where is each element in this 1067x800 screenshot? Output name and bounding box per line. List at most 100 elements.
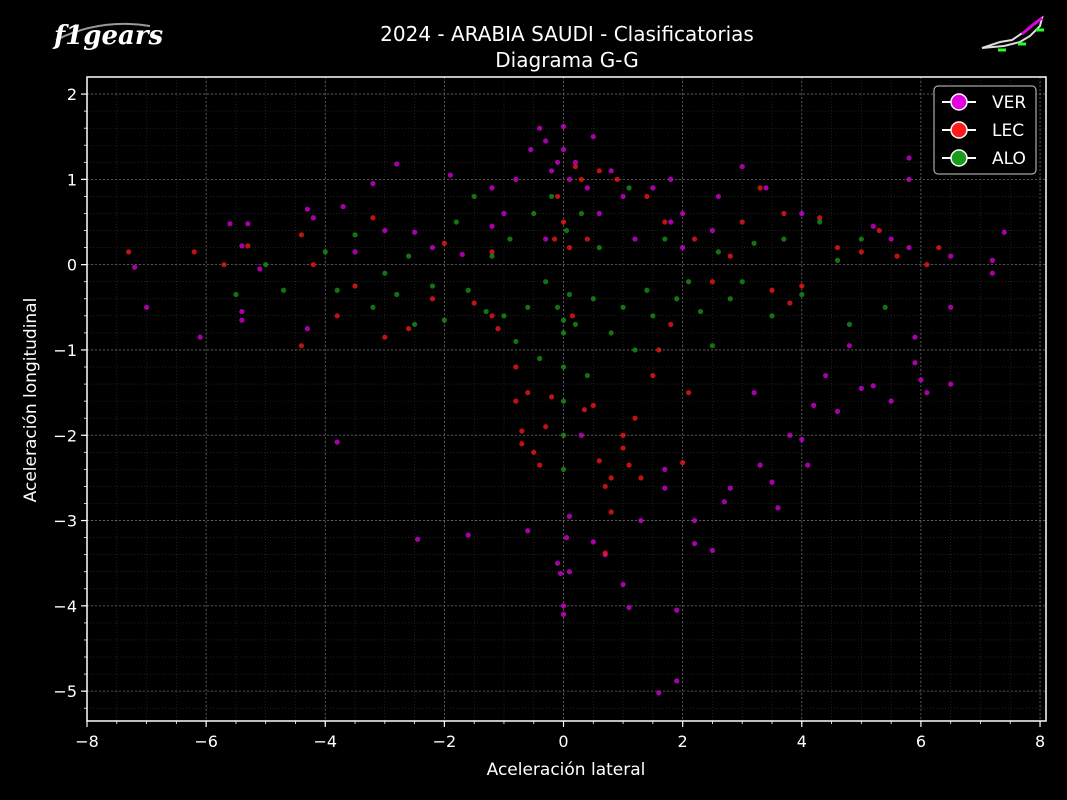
data-point <box>132 264 138 270</box>
data-point <box>560 432 567 438</box>
x-tick-label: 2 <box>678 732 688 751</box>
data-point <box>787 432 793 438</box>
data-point <box>834 408 841 414</box>
data-point <box>674 678 680 684</box>
data-point <box>221 262 227 268</box>
data-point <box>882 304 888 310</box>
data-point <box>298 343 305 349</box>
data-point <box>668 176 674 182</box>
data-point <box>727 253 733 259</box>
data-point <box>406 326 412 332</box>
data-point <box>531 210 537 217</box>
chart-subtitle: Diagrama G-G <box>495 48 638 72</box>
data-point <box>686 390 692 396</box>
data-point <box>459 251 465 258</box>
data-point <box>644 193 650 200</box>
legend-label: LEC <box>992 121 1024 141</box>
data-point <box>525 304 531 310</box>
data-point <box>412 321 418 327</box>
data-point <box>551 236 558 242</box>
data-point <box>352 232 358 238</box>
data-point <box>739 163 745 170</box>
data-point <box>1001 229 1007 235</box>
data-point <box>563 535 570 541</box>
data-point <box>513 338 519 345</box>
data-point <box>608 168 614 174</box>
data-point <box>554 193 561 200</box>
data-point <box>310 215 316 221</box>
x-tick-label: 0 <box>558 732 568 751</box>
data-point <box>894 253 900 259</box>
plot-frame <box>86 76 1047 722</box>
data-point <box>906 244 912 251</box>
grid <box>86 77 1046 721</box>
data-point <box>549 394 555 400</box>
data-point <box>563 227 570 234</box>
x-tick-label: −6 <box>194 732 218 751</box>
data-point <box>560 364 567 370</box>
data-point <box>197 334 203 340</box>
data-point <box>668 219 674 225</box>
scatter-points <box>126 123 1007 696</box>
x-axis-label: Aceleración lateral <box>487 760 646 780</box>
data-point <box>924 390 930 396</box>
data-point <box>340 204 346 210</box>
data-point <box>441 317 447 323</box>
legend: VER LEC ALO <box>933 85 1037 175</box>
data-point <box>191 249 197 255</box>
data-point <box>727 296 733 302</box>
data-point <box>233 291 239 298</box>
data-point <box>560 123 567 130</box>
data-point <box>638 517 644 524</box>
data-point <box>578 210 584 217</box>
data-point <box>674 607 680 613</box>
data-point <box>590 402 596 408</box>
data-point <box>739 279 745 285</box>
data-point <box>572 163 579 170</box>
data-point <box>352 249 358 255</box>
data-point <box>757 462 763 468</box>
data-point <box>549 193 555 200</box>
track-map-icon <box>981 15 1044 52</box>
data-point <box>304 206 310 212</box>
data-point <box>465 532 471 538</box>
data-point <box>554 159 561 165</box>
data-point <box>763 185 769 191</box>
data-point <box>543 279 549 285</box>
x-tick-label: −4 <box>313 732 337 751</box>
data-point <box>757 185 763 191</box>
x-tick-label: −8 <box>75 732 99 751</box>
data-point <box>709 279 716 285</box>
data-point <box>590 539 596 545</box>
series-lec <box>126 163 942 556</box>
data-point <box>560 146 567 153</box>
data-point <box>787 300 793 306</box>
data-point <box>715 249 721 255</box>
legend-marker <box>950 149 968 167</box>
data-point <box>537 462 543 468</box>
data-point <box>948 381 954 387</box>
data-point <box>382 270 388 276</box>
data-point <box>656 690 662 696</box>
data-point <box>834 257 841 263</box>
data-point <box>781 210 787 217</box>
data-point <box>602 483 608 490</box>
data-point <box>662 219 668 225</box>
data-point <box>382 227 388 234</box>
data-point <box>126 249 132 255</box>
data-point <box>581 407 587 413</box>
data-point <box>632 415 638 421</box>
data-point <box>924 262 930 268</box>
data-point <box>620 445 626 451</box>
data-point <box>554 304 561 310</box>
data-point <box>537 355 543 362</box>
data-point <box>465 287 471 293</box>
data-point <box>608 330 614 336</box>
y-tick-label: −2 <box>53 426 77 445</box>
data-point <box>531 449 537 455</box>
x-tick-label: 8 <box>1035 732 1045 751</box>
data-point <box>566 569 573 575</box>
data-point <box>334 287 340 293</box>
data-point <box>543 236 549 242</box>
